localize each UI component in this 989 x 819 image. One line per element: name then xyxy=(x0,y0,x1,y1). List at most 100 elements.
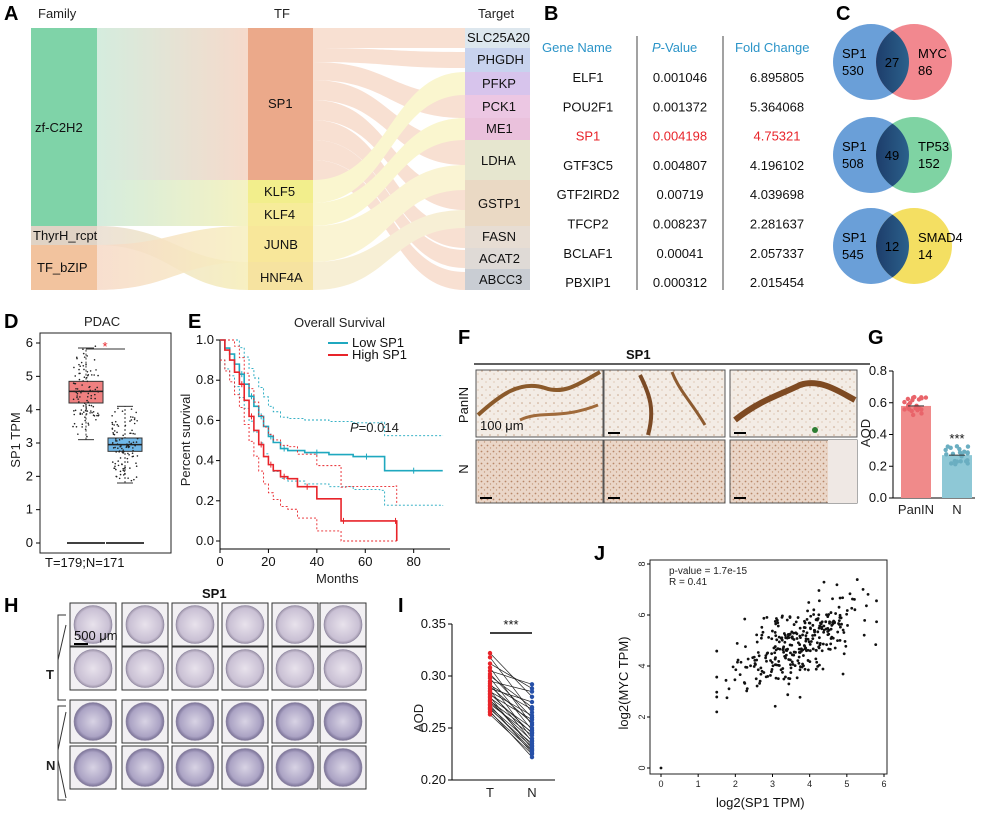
boxplot-point xyxy=(78,378,81,381)
scatter-point xyxy=(829,627,833,631)
paired-line xyxy=(489,706,533,744)
scatter-point xyxy=(782,650,786,654)
target-label-gstp1: GSTP1 xyxy=(478,196,521,211)
scatter-point xyxy=(764,654,768,658)
boxplot-ytick-label: 6 xyxy=(26,335,33,350)
table-cell-p: 0.004807 xyxy=(653,158,707,173)
scatter-point xyxy=(783,640,787,644)
boxplot-frame xyxy=(39,332,172,554)
family-label-bzip: TF_bZIP xyxy=(37,260,88,275)
paired-point-n xyxy=(529,710,535,715)
boxplot-sig: * xyxy=(102,339,107,354)
scatter-point xyxy=(765,659,768,663)
scatter-point xyxy=(774,656,777,660)
boxplot-point xyxy=(116,443,119,445)
scatter-point xyxy=(775,638,779,642)
scatter-point xyxy=(863,618,867,622)
sankey-node-junb xyxy=(248,226,313,262)
boxplot-point xyxy=(127,477,129,479)
boxplot-point xyxy=(121,410,124,412)
tma-core-tumor xyxy=(225,605,265,644)
scatter-point xyxy=(773,704,777,708)
scatter-point xyxy=(802,626,806,629)
scatter-point xyxy=(752,665,756,668)
scatter-point xyxy=(789,666,793,670)
scatter-stat-r: R = 0.41 xyxy=(669,577,708,588)
venn-left-count: 530 xyxy=(842,63,864,78)
flow-zf-sp1 xyxy=(97,28,248,180)
paired-line xyxy=(489,670,533,685)
scatter-point xyxy=(875,599,878,603)
scatter-point xyxy=(840,622,843,626)
boxplot-point xyxy=(73,422,76,425)
paired-line xyxy=(489,714,533,755)
scatter-point xyxy=(789,663,792,667)
scatter-ytick-label: 2 xyxy=(637,714,647,719)
target-label-ldha: LDHA xyxy=(481,153,516,168)
scatter-point xyxy=(794,650,797,654)
boxplot-point xyxy=(75,391,78,394)
boxplot-point xyxy=(122,450,125,453)
paired-point-n xyxy=(529,682,535,687)
scatter-point xyxy=(845,609,849,612)
boxplot-point xyxy=(128,453,130,456)
scatter-point xyxy=(838,638,842,642)
boxplot-point xyxy=(130,408,133,410)
boxplot-point xyxy=(97,390,99,392)
boxplot-point xyxy=(91,390,94,392)
scatter-point xyxy=(846,624,849,627)
boxplot-point xyxy=(86,374,89,377)
scatter-point xyxy=(787,636,791,640)
ihc-n-2 xyxy=(603,439,726,504)
scatter-point xyxy=(736,658,740,662)
table-cell-fc: 6.895805 xyxy=(750,70,804,85)
scatter-point xyxy=(842,631,846,634)
scatter-point xyxy=(808,642,812,646)
panelf-scale-bar: 100 μm xyxy=(480,418,524,433)
paired-sig: *** xyxy=(503,617,518,632)
boxplot-point xyxy=(87,392,90,395)
panelh-row-n: N xyxy=(46,758,55,773)
scatter-point xyxy=(811,623,815,627)
panel-label-f: F xyxy=(458,327,470,349)
bar-point xyxy=(957,446,962,452)
paired-line xyxy=(489,700,533,733)
boxplot-point xyxy=(72,398,75,401)
scatter-point xyxy=(843,640,847,643)
scatter-point xyxy=(866,592,870,596)
scatter-point xyxy=(800,649,803,653)
venn-overlap xyxy=(876,117,909,193)
paired-point-t xyxy=(487,650,493,656)
paired-line xyxy=(489,712,533,752)
scatter-point xyxy=(797,647,801,651)
scatter-point xyxy=(759,672,763,676)
scatter-point xyxy=(784,653,788,657)
boxplot-point xyxy=(81,390,83,392)
table-cell-fc: 2.015454 xyxy=(750,275,804,290)
bar-point xyxy=(923,395,929,400)
scatter-point xyxy=(765,615,769,619)
scatter-point xyxy=(808,660,812,663)
scatter-point xyxy=(790,630,794,634)
boxplot-point xyxy=(76,396,78,399)
boxplot-point xyxy=(136,455,139,457)
scatter-point xyxy=(756,668,760,672)
scatter-point xyxy=(821,642,825,646)
venn-right-count: 152 xyxy=(918,156,940,171)
tf-label-sp1: SP1 xyxy=(268,96,293,111)
table-cell-gene: SP1 xyxy=(576,129,601,144)
scatter-point xyxy=(818,641,822,645)
table-header-fc: Fold Change xyxy=(735,40,809,55)
km-xtick-label: 80 xyxy=(406,554,420,569)
table-header-gene: Gene Name xyxy=(542,40,612,55)
paired-point-n xyxy=(529,689,535,694)
tma-core-tumor xyxy=(225,649,265,688)
boxplot-point xyxy=(85,363,87,366)
boxplot-point xyxy=(115,468,117,471)
paired-line xyxy=(489,675,533,708)
boxplot-point xyxy=(119,470,122,473)
km-ytick-label: 0.2 xyxy=(196,493,214,508)
scatter-point xyxy=(764,675,768,679)
scatter-point xyxy=(798,634,802,638)
boxplot-point xyxy=(73,366,75,369)
